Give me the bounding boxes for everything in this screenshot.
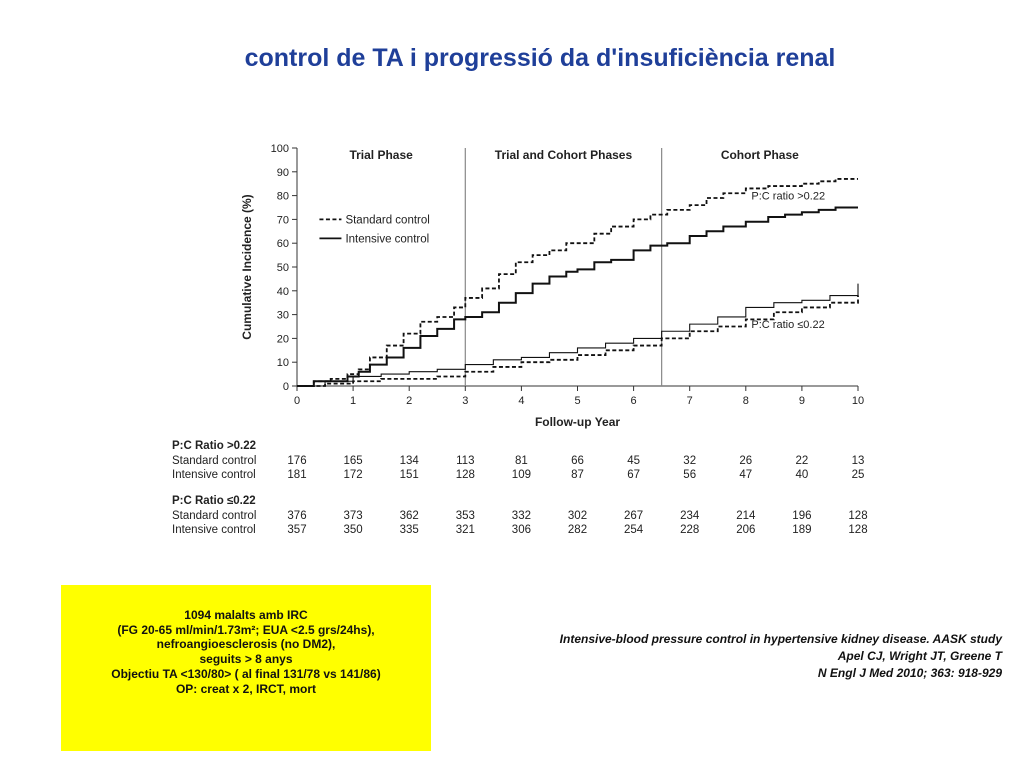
x-tick-label: 10 [852, 395, 864, 407]
y-tick-label: 30 [277, 310, 289, 322]
risk-table-value: 151 [400, 469, 419, 481]
phase-label: Trial and Cohort Phases [495, 148, 633, 162]
study-line: Objectiu TA <130/80> ( al final 131/78 v… [111, 666, 381, 681]
citation: Intensive-blood pressure control in hype… [560, 631, 1002, 682]
y-tick-label: 0 [283, 381, 289, 393]
risk-table-value: 26 [739, 455, 752, 467]
x-tick-label: 2 [406, 395, 412, 407]
risk-table-value: 128 [848, 524, 867, 536]
risk-table-value: 67 [627, 469, 640, 481]
x-tick-label: 3 [462, 395, 468, 407]
risk-table-value: 353 [456, 510, 475, 522]
curve-annotation: P:C ratio >0.22 [751, 191, 825, 203]
y-tick-label: 40 [277, 286, 289, 298]
risk-table-value: 172 [344, 469, 363, 481]
risk-table-value: 40 [796, 469, 809, 481]
risk-table-value: 32 [683, 455, 696, 467]
citation-line: N Engl J Med 2010; 363: 918-929 [817, 666, 1002, 680]
risk-table-value: 335 [400, 524, 419, 536]
y-tick-label: 60 [277, 238, 289, 250]
risk-table-value: 234 [680, 510, 700, 522]
legend-label: Intensive control [345, 233, 429, 245]
risk-table-value: 228 [680, 524, 699, 536]
x-tick-label: 6 [631, 395, 637, 407]
y-tick-label: 20 [277, 333, 289, 345]
x-tick-label: 8 [743, 395, 749, 407]
y-tick-label: 50 [277, 262, 289, 274]
risk-table-value: 181 [287, 469, 306, 481]
risk-table-value: 362 [400, 510, 419, 522]
study-summary-box: 1094 malalts amb IRC (FG 20-65 ml/min/1.… [61, 585, 431, 751]
risk-table-value: 25 [852, 469, 865, 481]
risk-table-value: 189 [792, 524, 811, 536]
citation-line: Intensive-blood pressure control in hype… [559, 632, 1002, 646]
risk-table-value: 282 [568, 524, 587, 536]
x-tick-label: 9 [799, 395, 805, 407]
risk-table-value: 332 [512, 510, 531, 522]
risk-table-value: 87 [571, 469, 584, 481]
y-tick-label: 100 [271, 143, 289, 155]
x-axis-label: Follow-up Year [535, 415, 620, 429]
series-line [297, 295, 859, 387]
y-axis-label: Cumulative Incidence (%) [240, 194, 254, 339]
phase-label: Cohort Phase [721, 148, 799, 162]
risk-table-row-label: Standard control [172, 455, 256, 467]
risk-table-value: 13 [852, 455, 865, 467]
x-tick-label: 1 [350, 395, 356, 407]
series-line [297, 178, 858, 387]
study-line: (FG 20-65 ml/min/1.73m²; EUA <2.5 grs/24… [117, 622, 375, 637]
risk-table-value: 196 [792, 510, 811, 522]
x-tick-label: 7 [687, 395, 693, 407]
risk-table-value: 128 [848, 510, 867, 522]
phase-label: Trial Phase [349, 148, 413, 162]
risk-table-value: 350 [344, 524, 363, 536]
legend-label: Standard control [345, 214, 429, 226]
y-tick-label: 90 [277, 167, 289, 179]
curve-annotation: P:C ratio ≤0.22 [751, 319, 824, 331]
risk-table-value: 214 [736, 510, 756, 522]
study-line: 1094 malalts amb IRC [184, 608, 308, 622]
risk-table-value: 206 [736, 524, 755, 536]
risk-table-value: 302 [568, 510, 587, 522]
risk-table-value: 267 [624, 510, 643, 522]
risk-table-value: 22 [796, 455, 809, 467]
risk-table-value: 66 [571, 455, 584, 467]
y-tick-label: 10 [277, 357, 289, 369]
y-tick-label: 70 [277, 214, 289, 226]
risk-table-value: 128 [456, 469, 475, 481]
x-tick-label: 4 [518, 395, 524, 407]
series-line [297, 206, 858, 387]
risk-table-heading: P:C Ratio ≤0.22 [172, 495, 256, 507]
x-tick-label: 5 [574, 395, 580, 407]
risk-table-heading: P:C Ratio >0.22 [172, 440, 256, 452]
citation-line: Apel CJ, Wright JT, Greene T [837, 649, 1002, 663]
study-line: seguits > 8 anys [199, 652, 293, 667]
risk-table-value: 321 [456, 524, 475, 536]
risk-table-value: 373 [344, 510, 363, 522]
risk-table-value: 357 [287, 524, 306, 536]
study-line: nefroangioesclerosis (no DM2), [156, 637, 336, 652]
risk-table-value: 109 [512, 469, 531, 481]
x-tick-label: 0 [294, 395, 300, 407]
risk-table-value: 81 [515, 455, 528, 467]
risk-table-value: 165 [344, 455, 363, 467]
risk-table-value: 306 [512, 524, 531, 536]
risk-table-value: 47 [739, 469, 752, 481]
y-tick-label: 80 [277, 191, 289, 203]
risk-table-value: 254 [624, 524, 644, 536]
risk-table-value: 45 [627, 455, 640, 467]
risk-table-row-label: Intensive control [172, 524, 256, 536]
series-line [297, 283, 859, 387]
risk-table-value: 376 [287, 510, 306, 522]
risk-table-row-label: Standard control [172, 510, 256, 522]
page-title: control de TA i progressió da d'insufici… [244, 44, 836, 72]
risk-table-value: 56 [683, 469, 696, 481]
risk-table-row-label: Intensive control [172, 469, 256, 481]
study-line: OP: creat x 2, IRCT, mort [175, 681, 317, 696]
risk-table-value: 113 [456, 455, 474, 467]
risk-table-value: 176 [287, 455, 306, 467]
risk-table-value: 134 [400, 455, 420, 467]
